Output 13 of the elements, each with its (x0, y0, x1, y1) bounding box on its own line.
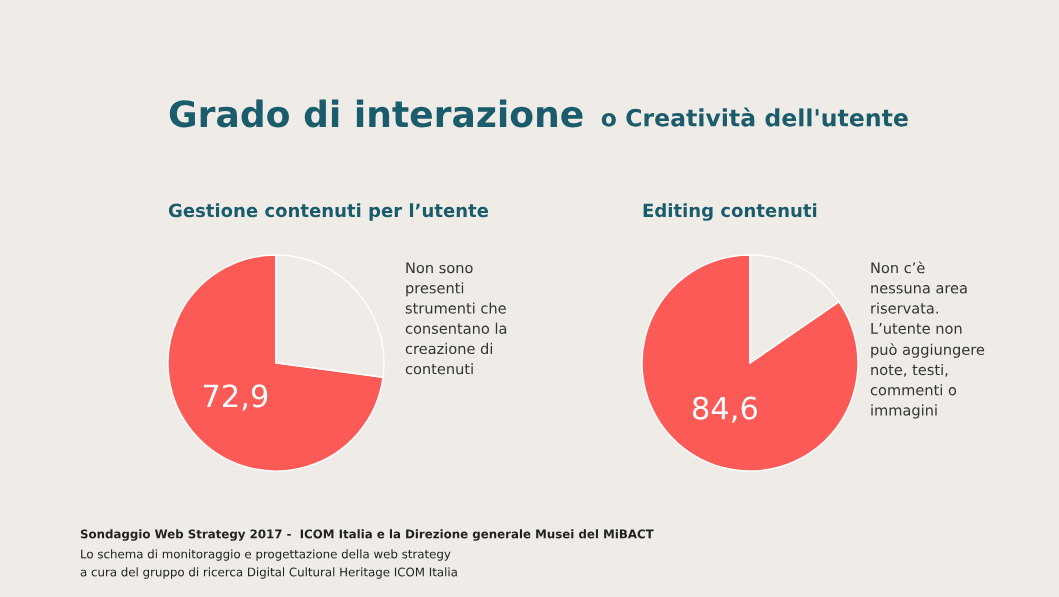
text: Grado di interazione (169, 99, 583, 128)
pie-slice (641, 254, 859, 472)
chart-title: Editing contenuti (643, 203, 817, 221)
text: a cura del gruppo di ricerca Digital Cultural Heritage ICOM Italia (80, 567, 457, 579)
pie-slice (167, 254, 384, 472)
text: Non c’è nessuna area riservata. L’utente non può aggiungere note, testi, commenti o immagini (870, 261, 985, 419)
text: Sondaggio Web Strategy 2017 - ICOM Italia e la Direzione generale Musei del MiBACT (80, 529, 654, 541)
text: Non sono presenti strumenti che consentano la creazione di contenuti (405, 262, 507, 375)
text: o Creatività dell'utente (601, 107, 908, 127)
text: Lo schema di monitoraggio e progettazione della web strategy (81, 549, 451, 561)
data-label: 84,6 (692, 396, 757, 423)
data-label: 72,9 (203, 384, 268, 411)
chart-title: Gestione contenuti per l’utente (168, 203, 489, 221)
